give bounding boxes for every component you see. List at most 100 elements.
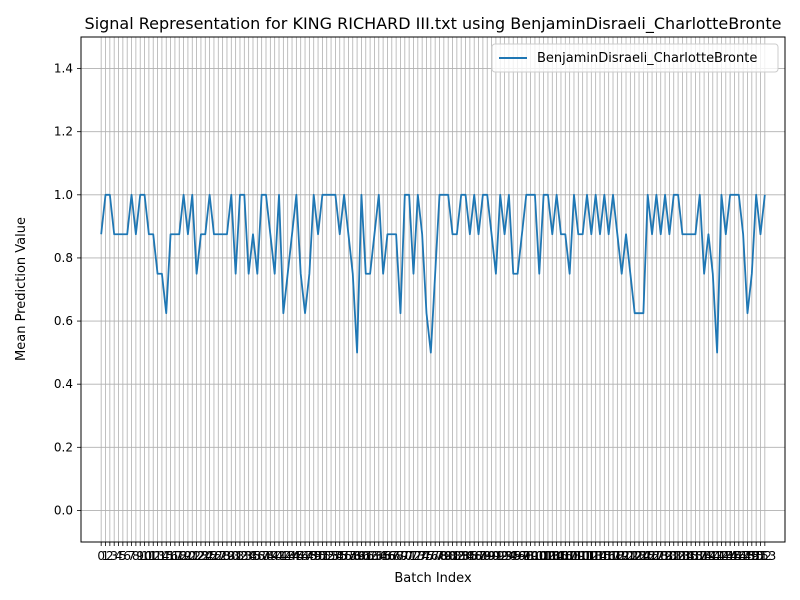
x-tick-label: 9 (136, 549, 144, 563)
x-tick-label: 119 (606, 549, 629, 563)
legend-box (491, 43, 779, 73)
y-tick-label: 0.2 (54, 440, 73, 454)
x-tick-label: 63 (367, 549, 382, 563)
x-tick-label: 85 (462, 549, 477, 563)
x-tick-label: 137 (684, 549, 707, 563)
y-axis-ticks: 0.0 0.2 0.4 0.6 0.8 1.0 1.2 1.4 (54, 62, 81, 517)
x-tick-label: 38 (258, 549, 273, 563)
x-tick-label: 6 (123, 549, 131, 563)
x-tick-label: 146 (723, 549, 746, 563)
x-tick-label: 98 (519, 549, 534, 563)
x-tick-label: 101 (528, 549, 551, 563)
x-tick-label: 3 (110, 549, 118, 563)
x-tick-label: 51 (315, 549, 330, 563)
y-tick-label: 1.2 (54, 125, 73, 139)
x-tick-label: 10 (137, 549, 152, 563)
x-tick-label: 8 (132, 549, 140, 563)
x-tick-label: 125 (632, 549, 655, 563)
x-tick-label: 121 (615, 549, 638, 563)
x-tick-label: 68 (388, 549, 403, 563)
x-tick-label: 77 (428, 549, 443, 563)
x-tick-label: 149 (736, 549, 759, 563)
x-tick-label: 134 (671, 549, 694, 563)
x-tick-label: 15 (159, 549, 174, 563)
x-tick-label: 29 (219, 549, 234, 563)
x-tick-label: 23 (193, 549, 208, 563)
x-tick-label: 105 (545, 549, 568, 563)
x-tick-label: 139 (693, 549, 716, 563)
x-tick-label: 48 (302, 549, 317, 563)
x-tick-label: 133 (667, 549, 690, 563)
x-tick-label: 131 (658, 549, 681, 563)
x-tick-label: 136 (680, 549, 703, 563)
x-tick-label: 114 (584, 549, 607, 563)
x-tick-label: 78 (432, 549, 447, 563)
x-tick-label: 21 (185, 549, 200, 563)
x-tick-label: 44 (284, 549, 299, 563)
x-tick-label: 84 (458, 549, 473, 563)
x-tick-label: 55 (332, 549, 347, 563)
x-tick-label: 76 (423, 549, 438, 563)
x-tick-label: 152 (749, 549, 772, 563)
x-tick-label: 151 (745, 549, 768, 563)
x-tick-label: 46 (293, 549, 308, 563)
y-tick-label: 0.8 (54, 251, 73, 265)
y-axis-label: Mean Prediction Value (14, 217, 29, 361)
x-tick-label: 22 (189, 549, 204, 563)
x-tick-label: 87 (471, 549, 486, 563)
x-tick-label: 150 (740, 549, 763, 563)
x-tick-label: 130 (654, 549, 677, 563)
x-tick-label: 25 (202, 549, 217, 563)
x-tick-label: 108 (558, 549, 581, 563)
x-tick-label: 122 (619, 549, 642, 563)
x-tick-label: 67 (384, 549, 399, 563)
x-tick-label: 116 (593, 549, 616, 563)
y-tick-label: 1.0 (54, 188, 73, 202)
x-tick-label: 79 (436, 549, 451, 563)
x-tick-label: 120 (610, 549, 633, 563)
x-tick-label: 7 (128, 549, 136, 563)
x-tick-label: 58 (345, 549, 360, 563)
x-tick-label: 34 (241, 549, 256, 563)
x-tick-label: 144 (714, 549, 737, 563)
x-tick-label: 100 (523, 549, 546, 563)
y-tick-label: 0.4 (54, 377, 73, 391)
x-tick-label: 56 (336, 549, 351, 563)
y-tick-label: 1.4 (54, 62, 73, 76)
x-tick-label: 123 (623, 549, 646, 563)
x-tick-label: 140 (697, 549, 720, 563)
x-tick-label: 57 (341, 549, 356, 563)
x-tick-label: 16 (163, 549, 178, 563)
x-tick-label: 17 (167, 549, 182, 563)
x-tick-label: 111 (571, 549, 594, 563)
x-tick-label: 138 (688, 549, 711, 563)
x-tick-label: 99 (523, 549, 538, 563)
x-tick-label: 1 (102, 549, 110, 563)
y-gridlines (81, 68, 785, 511)
x-tick-label: 72 (406, 549, 421, 563)
x-gridlines (100, 37, 766, 542)
x-tick-label: 59 (349, 549, 364, 563)
x-tick-label: 71 (402, 549, 417, 563)
x-tick-label: 20 (180, 549, 195, 563)
x-tick-label: 39 (263, 549, 278, 563)
x-tick-label: 81 (445, 549, 460, 563)
x-tick-label: 30 (224, 549, 239, 563)
x-tick-label: 35 (245, 549, 260, 563)
x-tick-label: 88 (475, 549, 490, 563)
x-tick-label: 115 (589, 549, 612, 563)
x-tick-label: 24 (198, 549, 213, 563)
x-tick-label: 127 (641, 549, 664, 563)
x-tick-label: 5 (119, 549, 127, 563)
x-tick-label: 109 (563, 549, 586, 563)
series-line-0 (100, 193, 766, 354)
x-tick-label: 36 (250, 549, 265, 563)
x-tick-label: 27 (211, 549, 226, 563)
x-tick-label: 80 (441, 549, 456, 563)
series-layer (100, 193, 766, 354)
x-tick-label: 147 (727, 549, 750, 563)
x-tick-label: 117 (597, 549, 620, 563)
x-tick-label: 61 (358, 549, 373, 563)
y-tick-label: 0.6 (54, 314, 73, 328)
